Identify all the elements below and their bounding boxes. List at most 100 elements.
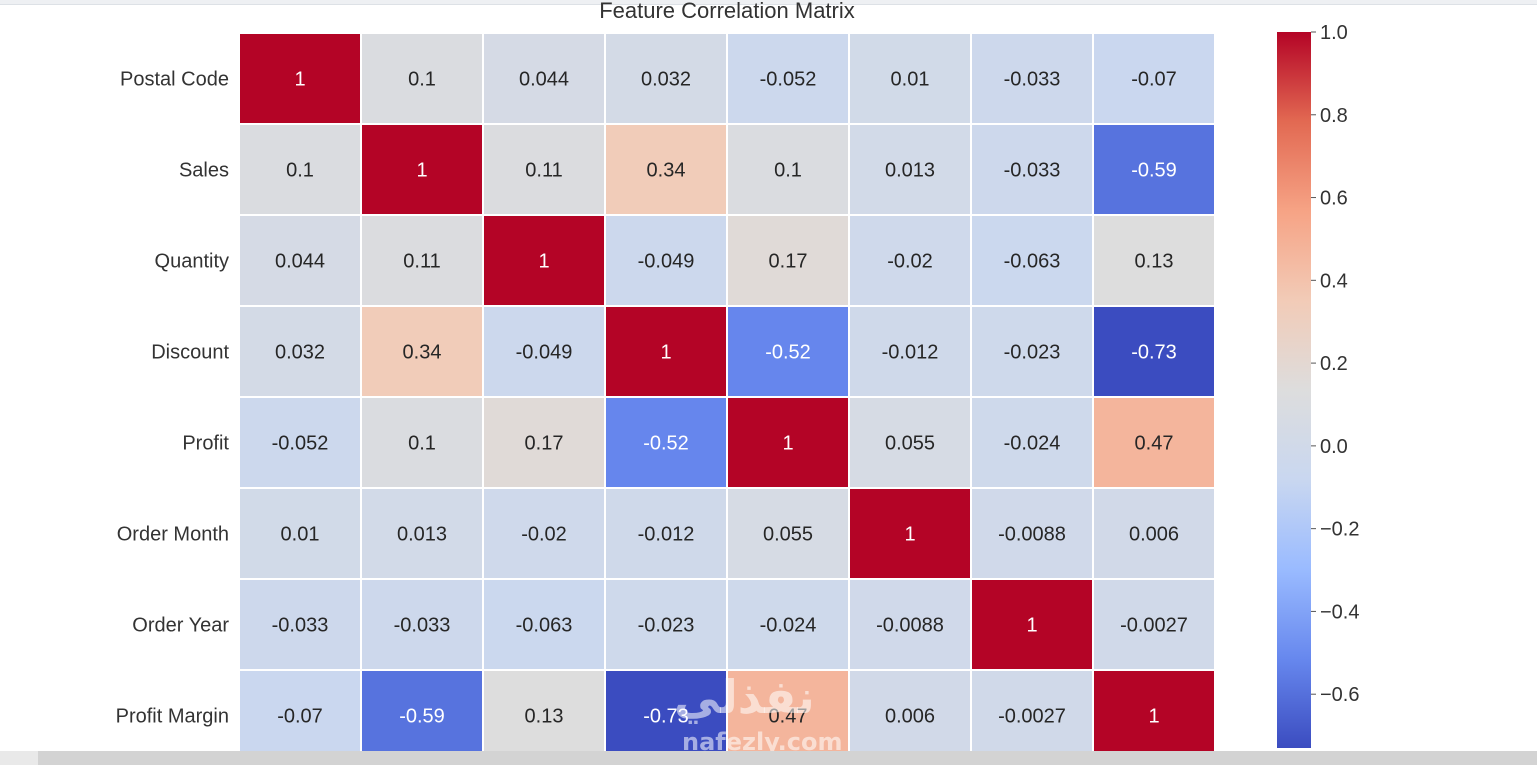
heatmap-cell — [848, 123, 972, 216]
colorbar-tick-label: −0.4 — [1320, 601, 1359, 623]
cell-value-label: 0.013 — [397, 524, 447, 546]
cell-value-label: 0.17 — [769, 251, 808, 273]
cell-value-label: -0.033 — [272, 615, 329, 637]
heatmap-cell — [360, 123, 484, 216]
heatmap-cell — [238, 214, 362, 307]
cell-value-label: -0.024 — [1004, 433, 1061, 455]
cell-value-label: -0.052 — [760, 69, 817, 91]
y-tick-label: Postal Code — [120, 69, 229, 91]
cell-value-label: 1 — [416, 160, 427, 182]
y-tick-label: Discount — [151, 342, 229, 364]
heatmap-cell — [1092, 578, 1216, 671]
cell-value-label: 0.044 — [519, 69, 569, 91]
heatmap-cell — [1092, 32, 1216, 125]
scrollbar-thumb[interactable] — [38, 751, 1537, 765]
colorbar — [1277, 32, 1311, 748]
cell-value-label: 1 — [904, 524, 915, 546]
cell-value-label: 1 — [538, 251, 549, 273]
colorbar-tick-label: 0.2 — [1320, 353, 1348, 375]
cell-value-label: 0.013 — [885, 160, 935, 182]
cell-value-label: -0.07 — [1131, 69, 1177, 91]
cell-value-label: -0.033 — [1004, 69, 1061, 91]
cell-value-label: -0.012 — [638, 524, 695, 546]
heatmap-cell — [604, 32, 728, 125]
heatmap-cell — [238, 32, 362, 125]
heatmap-cell — [726, 669, 850, 762]
colorbar-tick-label: 0.8 — [1320, 105, 1348, 127]
cell-value-label: -0.07 — [277, 706, 323, 728]
heatmap-cell — [970, 578, 1094, 671]
heatmap-cell — [848, 32, 972, 125]
cell-value-label: 0.055 — [885, 433, 935, 455]
scrollbar-track-start — [0, 751, 38, 765]
top-divider — [0, 0, 1537, 5]
cell-value-label: 0.01 — [891, 69, 930, 91]
heatmap-cell — [482, 487, 606, 580]
cell-value-label: 0.34 — [403, 342, 442, 364]
heatmap-cell — [604, 396, 728, 489]
heatmap-cell — [726, 305, 850, 398]
cell-value-label: 0.1 — [286, 160, 314, 182]
cell-value-label: 0.1 — [774, 160, 802, 182]
y-tick-label: Profit Margin — [116, 706, 229, 728]
cell-value-label: 1 — [660, 342, 671, 364]
cell-value-label: -0.063 — [1004, 251, 1061, 273]
cell-value-label: 0.01 — [281, 524, 320, 546]
cell-value-label: -0.023 — [638, 615, 695, 637]
y-tick-label: Profit — [182, 433, 229, 455]
cell-value-label: -0.063 — [516, 615, 573, 637]
cell-value-label: 0.11 — [403, 251, 440, 273]
cell-value-label: 0.032 — [275, 342, 325, 364]
cell-value-label: -0.049 — [638, 251, 695, 273]
y-tick-labels: Postal Code Sales Quantity Discount Profit Or… — [116, 69, 230, 728]
heatmap-cell — [604, 214, 728, 307]
cell-value-label: -0.033 — [1004, 160, 1061, 182]
heatmap-cells: 1 0.1 0.044 0.032 -0.052 0.01 -0.033 -0.070.1 1 0… — [238, 32, 1216, 762]
heatmap-cell — [238, 578, 362, 671]
cell-value-label: 0.47 — [1135, 433, 1174, 455]
heatmap-cell — [604, 123, 728, 216]
colorbar-tick-label: 0.4 — [1320, 270, 1348, 292]
cell-value-label: -0.02 — [521, 524, 567, 546]
cell-value-label: 0.34 — [647, 160, 686, 182]
heatmap-cell — [848, 214, 972, 307]
y-tick-label: Sales — [179, 160, 229, 182]
cell-value-label: 0.044 — [275, 251, 325, 273]
heatmap-cell — [1092, 123, 1216, 216]
heatmap-cell — [848, 305, 972, 398]
chart-title: Feature Correlation Matrix — [599, 0, 855, 23]
heatmap-cell — [848, 487, 972, 580]
heatmap-cell — [604, 305, 728, 398]
cell-value-label: -0.023 — [1004, 342, 1061, 364]
heatmap-cell — [360, 305, 484, 398]
cell-value-label: -0.033 — [394, 615, 451, 637]
cell-value-label: -0.012 — [882, 342, 939, 364]
horizontal-scrollbar[interactable] — [0, 751, 1537, 765]
colorbar-tick-label: −0.6 — [1320, 684, 1359, 706]
cell-value-label: 1 — [1148, 706, 1159, 728]
colorbar-tick-label: 0.0 — [1320, 436, 1348, 458]
cell-value-label: -0.02 — [887, 251, 933, 273]
cell-value-label: 0.006 — [1129, 524, 1179, 546]
cell-value-label: -0.59 — [399, 706, 445, 728]
cell-value-label: -0.052 — [272, 433, 329, 455]
heatmap-cell — [360, 214, 484, 307]
cell-value-label: -0.73 — [643, 706, 689, 728]
heatmap-cell — [726, 214, 850, 307]
cell-value-label: -0.0027 — [998, 706, 1066, 728]
cell-value-label: -0.73 — [1131, 342, 1177, 364]
colorbar-tick-label: 0.6 — [1320, 188, 1348, 210]
heatmap-cell — [360, 487, 484, 580]
heatmap-cell — [970, 305, 1094, 398]
cell-value-label: -0.0088 — [998, 524, 1066, 546]
cell-value-label: 0.1 — [408, 433, 436, 455]
cell-value-label: 0.006 — [885, 706, 935, 728]
cell-value-label: 0.13 — [525, 706, 564, 728]
cell-value-label: 1 — [782, 433, 793, 455]
heatmap-cell — [482, 578, 606, 671]
colorbar-ticks: 1.0 0.8 0.6 0.4 0.2 0.0 −0.2 −0.4 −0.6 — [1311, 22, 1359, 706]
cell-value-label: -0.0027 — [1120, 615, 1188, 637]
heatmap-cell — [848, 578, 972, 671]
